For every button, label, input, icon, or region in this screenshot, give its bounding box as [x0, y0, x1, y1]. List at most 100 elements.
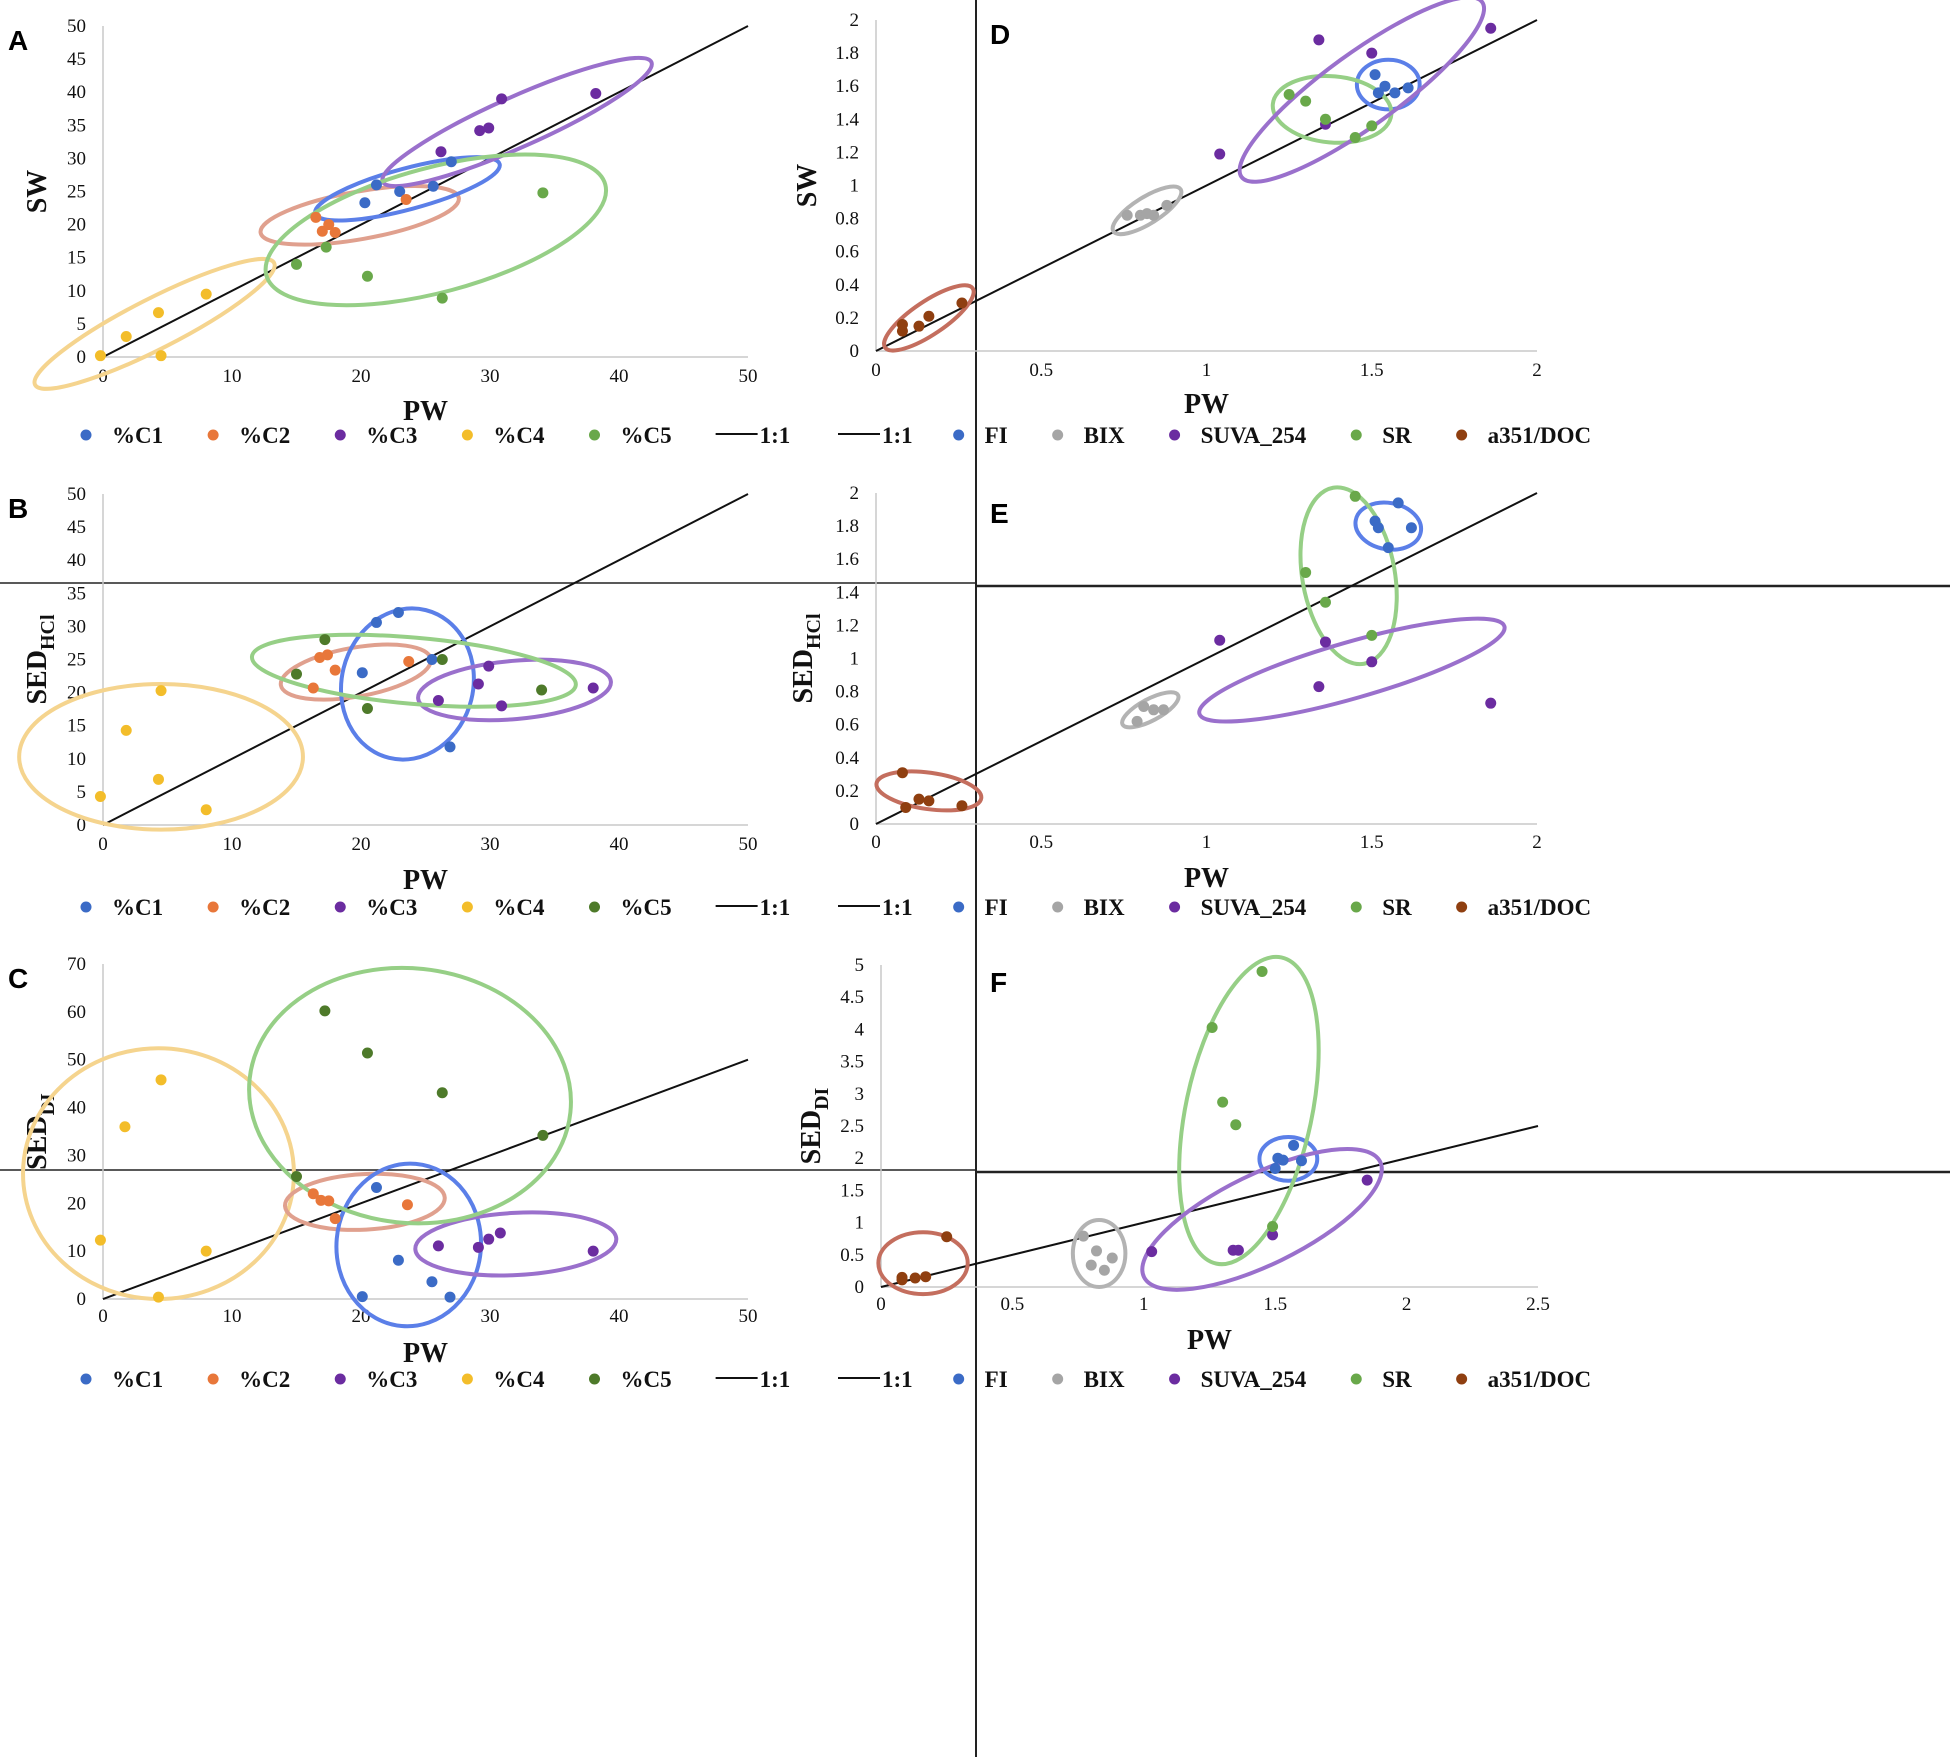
one-to-one-line — [102, 493, 749, 826]
data-point — [1313, 34, 1325, 46]
data-point — [941, 1231, 953, 1243]
y-tick-label: 0 — [77, 347, 87, 368]
y-tick-label: 20 — [67, 1193, 86, 1214]
legend-item: %C5 — [589, 423, 672, 448]
x-tick-label: 0 — [871, 360, 881, 381]
y-tick-label: 60 — [67, 1002, 86, 1023]
legend-item: 1:1 — [838, 1367, 913, 1392]
data-point — [323, 1195, 335, 1207]
legend-label: %C5 — [621, 895, 672, 920]
data-point — [152, 307, 164, 319]
data-point — [359, 197, 371, 209]
panel-label: C — [8, 963, 28, 994]
data-point — [1230, 1119, 1242, 1131]
data-point — [537, 187, 549, 199]
data-point — [307, 682, 319, 694]
group-ellipse — [339, 606, 476, 762]
data-point — [435, 146, 447, 158]
legend-label: SUVA_254 — [1201, 423, 1307, 448]
data-point — [1131, 715, 1143, 727]
data-point — [291, 1170, 302, 1182]
data-point — [1077, 1230, 1089, 1242]
group-ellipse — [1177, 954, 1321, 1267]
legend-label: %C1 — [112, 423, 163, 448]
data-point — [474, 125, 486, 137]
data-point — [536, 684, 548, 696]
x-tick-label: 2 — [1532, 832, 1542, 853]
panel-label: A — [8, 25, 28, 56]
x-tick-label: 0.5 — [1029, 832, 1053, 853]
legend-item: a351/DOC — [1456, 895, 1591, 920]
data-point — [1379, 80, 1391, 92]
legend-dot-marker — [953, 901, 965, 913]
data-point — [394, 186, 406, 197]
legend-item: SUVA_254 — [1169, 423, 1307, 448]
data-point — [432, 1240, 444, 1252]
y-tick-label: 0.5 — [840, 1245, 864, 1266]
group-ellipse — [21, 1046, 296, 1301]
legend-dot-marker — [953, 429, 965, 441]
legend-dot-marker — [1052, 1373, 1064, 1385]
data-point — [1146, 1246, 1158, 1258]
data-point — [120, 724, 132, 736]
data-point — [444, 741, 456, 753]
data-point — [1319, 113, 1331, 125]
y-tick-label: 50 — [67, 16, 86, 37]
y-axis-title: SEDHCl — [22, 614, 59, 704]
legend-dot-marker — [1052, 901, 1064, 913]
legend-label: %C3 — [366, 423, 417, 448]
data-point — [319, 1005, 331, 1017]
y-tick-label: 35 — [67, 583, 86, 604]
x-tick-label: 1.5 — [1360, 832, 1384, 853]
data-point — [152, 1291, 164, 1303]
legend-item: %C3 — [334, 1367, 417, 1392]
data-point — [356, 667, 368, 679]
y-tick-label: 1.4 — [835, 582, 859, 603]
data-point — [1295, 1155, 1307, 1167]
y-tick-label: 4 — [855, 1019, 865, 1040]
data-point — [1206, 1021, 1218, 1033]
data-point — [587, 682, 599, 694]
data-point — [472, 1241, 484, 1253]
legend-item: %C5 — [589, 1367, 672, 1392]
x-axis-title: PW — [403, 865, 448, 896]
data-point — [1366, 47, 1378, 59]
data-point — [444, 1291, 456, 1303]
y-tick-label: 0.6 — [835, 242, 859, 263]
group-ellipse — [17, 681, 305, 832]
group-ellipse — [1354, 57, 1422, 112]
y-tick-label: 0 — [77, 1289, 87, 1310]
y-tick-label: 1.2 — [835, 142, 859, 163]
x-tick-label: 30 — [481, 366, 500, 387]
data-point — [400, 193, 412, 205]
y-tick-label: 50 — [67, 1050, 86, 1071]
panel-label: F — [990, 967, 1007, 998]
legend-label: %C4 — [493, 895, 545, 920]
y-tick-label: 0.8 — [835, 209, 859, 230]
legend-dot-marker — [207, 1373, 219, 1385]
data-point — [329, 664, 341, 676]
y-tick-label: 2.5 — [840, 1116, 864, 1137]
data-point — [291, 668, 302, 680]
data-point — [913, 793, 925, 805]
data-point — [1300, 566, 1312, 578]
legend-dot-marker — [589, 901, 600, 913]
one-to-one-line — [875, 492, 1538, 825]
data-point — [1300, 95, 1312, 107]
y-tick-label: 30 — [67, 148, 86, 169]
data-point — [94, 350, 106, 362]
data-point — [923, 310, 935, 322]
legend-label: 1:1 — [760, 895, 791, 920]
one-to-one-line — [102, 25, 749, 358]
data-point — [361, 270, 373, 282]
legend-item: 1:1 — [715, 1367, 790, 1392]
y-tick-label: 35 — [67, 115, 86, 136]
data-point — [392, 606, 404, 618]
data-point — [403, 655, 415, 667]
legend-label: %C1 — [112, 895, 163, 920]
data-point — [1148, 209, 1160, 221]
data-point — [200, 1245, 212, 1257]
x-tick-label: 2 — [1532, 360, 1542, 381]
data-point — [1402, 82, 1414, 94]
data-point — [1161, 199, 1173, 211]
